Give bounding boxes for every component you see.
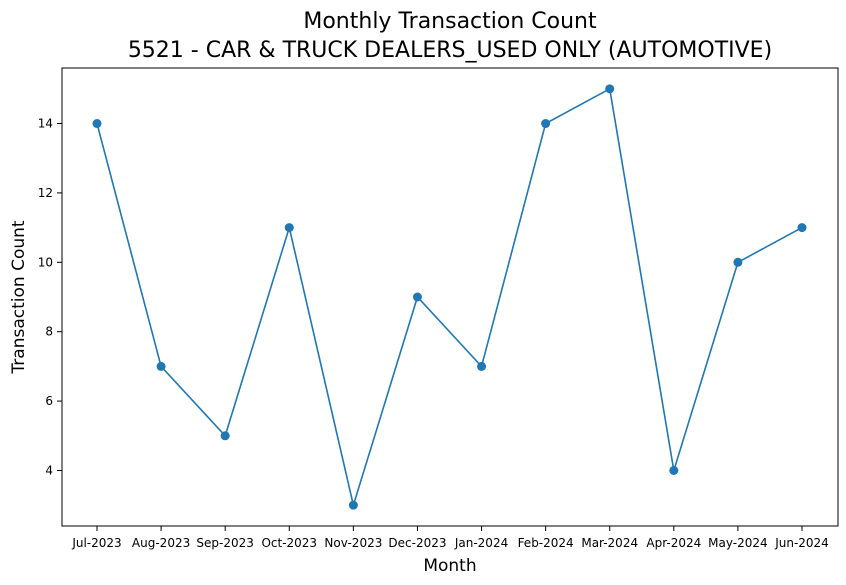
x-tick-label: Dec-2023 bbox=[388, 536, 446, 550]
y-axis-label: Transaction Count bbox=[9, 220, 29, 374]
x-tick-label: Sep-2023 bbox=[196, 536, 254, 550]
y-axis-ticks: 4 6 8 10 12 14 bbox=[38, 117, 62, 477]
data-points bbox=[92, 84, 807, 510]
x-tick-label: Oct-2023 bbox=[261, 536, 317, 550]
plot-area-frame bbox=[61, 67, 839, 527]
y-tick-label: 10 bbox=[38, 255, 53, 269]
data-point bbox=[797, 223, 807, 233]
y-tick-label: 14 bbox=[38, 117, 53, 131]
x-tick-label: Jul-2023 bbox=[71, 536, 121, 550]
x-tick-label: Nov-2023 bbox=[324, 536, 382, 550]
data-point bbox=[541, 119, 551, 129]
chart-title-line2: 5521 - CAR & TRUCK DEALERS_USED ONLY (AU… bbox=[128, 38, 772, 63]
x-tick-label: Jan-2024 bbox=[454, 536, 508, 550]
y-tick-label: 12 bbox=[38, 186, 53, 200]
data-point bbox=[733, 257, 743, 267]
x-tick-label: Apr-2024 bbox=[646, 536, 701, 550]
x-tick-label: Mar-2024 bbox=[581, 536, 638, 550]
data-point bbox=[669, 465, 679, 475]
y-tick-label: 4 bbox=[45, 463, 53, 477]
data-point bbox=[477, 361, 487, 371]
data-point bbox=[220, 431, 230, 441]
x-axis-ticks: Jul-2023 Aug-2023 Sep-2023 Oct-2023 Nov-2023… bbox=[71, 526, 829, 550]
y-tick-label: 6 bbox=[45, 394, 53, 408]
data-point bbox=[156, 361, 166, 371]
x-tick-label: Aug-2023 bbox=[132, 536, 190, 550]
x-axis-label: Month bbox=[423, 556, 476, 576]
data-point bbox=[284, 223, 294, 233]
chart-title-line1: Monthly Transaction Count bbox=[303, 9, 597, 34]
x-tick-label: Feb-2024 bbox=[518, 536, 574, 550]
series-line bbox=[96, 87, 803, 509]
x-tick-label: Jun-2024 bbox=[774, 536, 829, 550]
data-point bbox=[92, 119, 102, 129]
data-point bbox=[348, 500, 358, 510]
y-tick-label: 8 bbox=[45, 325, 53, 339]
data-point bbox=[605, 84, 615, 94]
x-tick-label: May-2024 bbox=[708, 536, 767, 550]
data-point bbox=[412, 292, 422, 302]
